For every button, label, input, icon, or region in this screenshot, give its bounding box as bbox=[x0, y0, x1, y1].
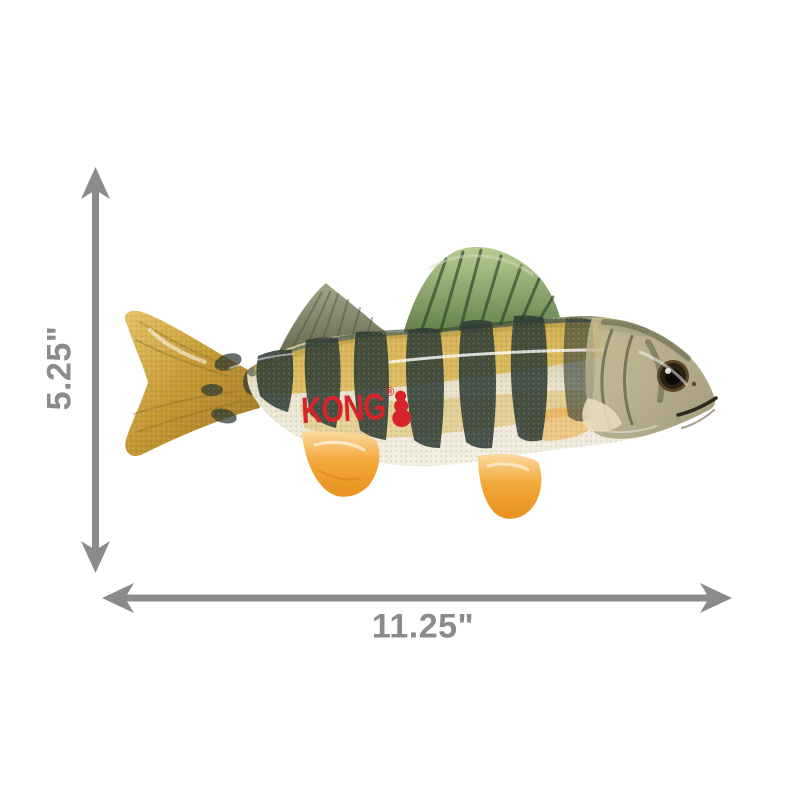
height-dimension-label: 5.25" bbox=[41, 326, 80, 411]
fish-tail bbox=[125, 310, 261, 457]
fish-eye bbox=[657, 360, 689, 392]
kong-toy-icon bbox=[392, 390, 412, 428]
height-dimension-value: 5.25" bbox=[40, 325, 79, 411]
pectoral-fin bbox=[582, 398, 622, 432]
fish-toy: KONG ® bbox=[125, 246, 718, 519]
height-dimension bbox=[81, 167, 110, 573]
width-dimension-value: 11.25" bbox=[371, 607, 475, 646]
pelvic-fin bbox=[302, 431, 380, 497]
kong-logo: KONG ® bbox=[300, 384, 412, 431]
width-arrowhead-right bbox=[700, 583, 732, 613]
width-dimension-label: 11.25" bbox=[372, 608, 474, 647]
height-arrowhead-top bbox=[81, 167, 110, 199]
fish-head bbox=[585, 317, 718, 439]
width-dimension bbox=[102, 583, 732, 613]
kong-logo-text: KONG bbox=[300, 386, 386, 431]
registered-mark: ® bbox=[385, 384, 395, 398]
anal-fin bbox=[478, 454, 542, 519]
height-arrowhead-bottom bbox=[81, 541, 110, 573]
fish-mouth bbox=[676, 396, 718, 429]
width-arrowhead-left bbox=[102, 583, 134, 613]
fish-nostril bbox=[691, 381, 697, 387]
